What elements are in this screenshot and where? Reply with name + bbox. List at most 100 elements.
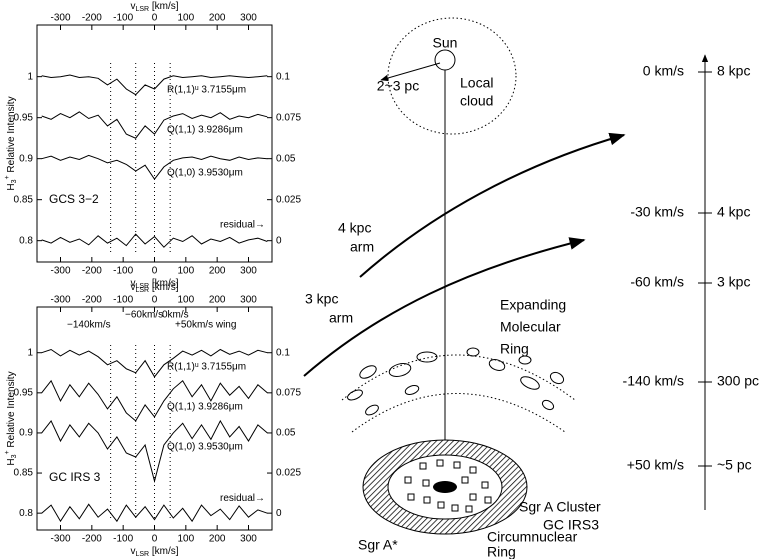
y-tick-label: 0.9	[19, 428, 33, 439]
scale-distance: 8 kpc	[717, 63, 750, 79]
label: Ring	[500, 341, 529, 357]
x-tick-label: -100	[113, 266, 133, 277]
arm-4kpc	[359, 132, 626, 278]
y-axis-label: H3+ Relative Intensity	[4, 96, 18, 190]
text-part: v	[130, 546, 135, 557]
x-axis-label: vLSR [km/s]	[130, 278, 178, 291]
x-tick-label: -200	[82, 266, 102, 277]
text-part: v	[130, 282, 135, 293]
velocity-annotation: −140km/s	[67, 320, 111, 331]
label: Sun	[433, 35, 458, 51]
label: Sgr A Cluster	[519, 499, 601, 515]
local-cloud-outline	[387, 17, 517, 135]
spectrum	[41, 233, 268, 248]
label: Ring	[487, 544, 516, 559]
scale-distance: 3 kpc	[717, 274, 750, 290]
x-tick-label: 100	[177, 266, 194, 277]
trace-label: R(1,1)ᵘ 3.7155μm	[167, 84, 246, 95]
spectrum	[41, 111, 268, 139]
y2-tick-label: 0.1	[276, 71, 290, 82]
y2-tick-label: 0.05	[276, 428, 296, 439]
y-axis-label: H3+ Relative Intensity	[4, 371, 18, 465]
x-tick-label: 300	[240, 534, 257, 545]
x-tick-label: 300	[240, 295, 257, 306]
size-arrow	[380, 62, 441, 82]
x-tick-label: -200	[82, 13, 102, 24]
x-tick-label: 100	[177, 13, 194, 24]
trace-label: Q(1,0) 3.9530μm	[167, 442, 243, 453]
spectrum	[41, 503, 268, 523]
spectrum	[41, 348, 268, 378]
y2-tick-label: 0	[276, 235, 282, 246]
cluster-stars	[404, 459, 492, 513]
y-tick-label: 0.9	[19, 153, 33, 164]
x-axis-label: vLSR [km/s]	[130, 282, 178, 295]
x-tick-label: -100	[113, 295, 133, 306]
text-part: LSR	[135, 6, 149, 13]
x-tick-label: -300	[50, 13, 70, 24]
text-part: v	[130, 278, 135, 289]
ring-outer-arc	[341, 354, 576, 401]
x-axis-label: vLSR [km/s]	[130, 546, 178, 559]
scale-distance: 300 pc	[717, 373, 759, 389]
velocity-annotation: +50km/s wing	[175, 320, 236, 331]
arm-3kpc	[303, 237, 586, 377]
y-tick-label: 0.85	[14, 194, 34, 205]
text-part: H	[6, 183, 17, 190]
scale-velocity: 0 km/s	[643, 63, 684, 79]
spectrum	[41, 419, 268, 484]
text-part: +	[4, 175, 11, 179]
scale-distance: 4 kpc	[717, 204, 750, 220]
x-tick-label: -200	[82, 534, 102, 545]
label: Molecular	[500, 319, 561, 335]
sun-circle	[434, 49, 456, 71]
y2-tick-label: 0.075	[276, 387, 301, 398]
text-part: LSR	[135, 287, 149, 294]
y-tick-label: 0.95	[14, 112, 34, 123]
y-tick-label: 1	[27, 347, 33, 358]
label: Circumnuclear	[487, 529, 578, 545]
sgr-a-star	[433, 481, 457, 493]
x-tick-label: -300	[50, 266, 70, 277]
ring-clouds	[347, 347, 565, 416]
trace-label: Q(1,0) 3.9530μm	[167, 167, 243, 178]
y2-tick-label: 0.1	[276, 347, 290, 358]
y-tick-label: 0.8	[19, 508, 33, 519]
spectrum	[41, 154, 268, 181]
label: GC IRS3	[543, 517, 599, 533]
text-part: 3	[11, 179, 18, 183]
x-axis-label: vLSR [km/s]	[130, 1, 178, 14]
text-part: [km/s]	[149, 278, 179, 289]
label: cloud	[460, 93, 493, 109]
text-part: H	[6, 458, 17, 465]
x-tick-label: 200	[209, 13, 226, 24]
label: 2~3 pc	[377, 78, 419, 94]
x-tick-label: 0	[152, 266, 158, 277]
trace-label: Q(1,1) 3.9286μm	[167, 401, 243, 412]
text-part: 3	[11, 454, 18, 458]
y2-tick-label: 0.05	[276, 153, 296, 164]
scale-velocity: -60 km/s	[630, 274, 684, 290]
x-tick-label: 0	[152, 13, 158, 24]
trace-label: Q(1,1) 3.9286μm	[167, 125, 243, 136]
scale-velocity: -140 km/s	[623, 373, 684, 389]
object-label: GCS 3−2	[49, 192, 99, 206]
text-part: [km/s]	[149, 282, 179, 293]
y2-tick-label: 0	[276, 508, 282, 519]
x-tick-label: -300	[50, 534, 70, 545]
y-tick-label: 0.95	[14, 387, 34, 398]
trace-label: residual→	[220, 219, 265, 230]
x-tick-label: 200	[209, 266, 226, 277]
label: Expanding	[500, 297, 566, 313]
object-label: GC IRS 3	[49, 470, 101, 484]
spectrum	[41, 379, 268, 422]
x-tick-label: 0	[152, 534, 158, 545]
x-tick-label: -200	[82, 295, 102, 306]
velocity-annotation: 0km/s	[162, 310, 189, 321]
text-part: LSR	[135, 551, 149, 558]
x-tick-label: 100	[177, 295, 194, 306]
x-tick-label: 200	[209, 295, 226, 306]
trace-label: residual→	[220, 493, 265, 504]
label: 3 kpc	[305, 291, 338, 307]
text-part: [km/s]	[149, 546, 179, 557]
